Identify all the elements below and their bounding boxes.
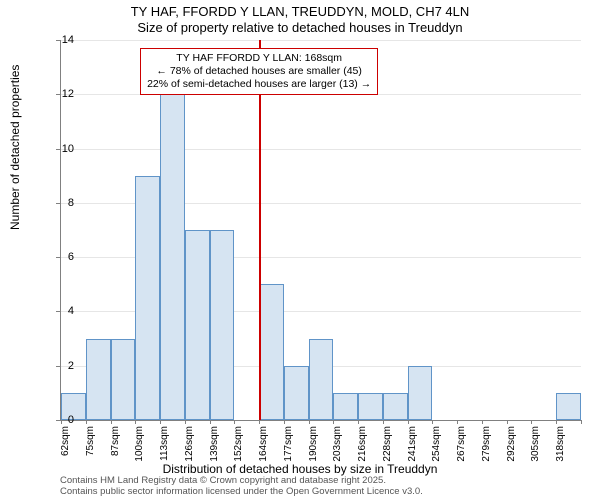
xtick-mark [111,420,112,424]
attribution-text: Contains HM Land Registry data © Crown c… [60,476,423,498]
xtick-label: 75sqm [85,426,96,476]
xtick-mark [160,420,161,424]
xtick-mark [457,420,458,424]
xtick-mark [408,420,409,424]
xtick-label: 279sqm [481,426,492,476]
histogram-bar [86,339,111,420]
xtick-mark [284,420,285,424]
histogram-bar [210,230,235,420]
xtick-label: 318sqm [555,426,566,476]
ytick-mark [56,149,60,150]
histogram-bar [309,339,334,420]
xtick-label: 190sqm [308,426,319,476]
histogram-bar [160,94,185,420]
plot-area: TY HAF FFORDD Y LLAN: 168sqm← 78% of det… [60,40,581,421]
xtick-label: 100sqm [134,426,145,476]
xtick-label: 87sqm [110,426,121,476]
histogram-bar [333,393,358,420]
xtick-mark [259,420,260,424]
xtick-mark [234,420,235,424]
xtick-label: 267sqm [456,426,467,476]
xtick-label: 139sqm [209,426,220,476]
y-axis-label: Number of detached properties [8,65,22,230]
xtick-mark [383,420,384,424]
annotation-box: TY HAF FFORDD Y LLAN: 168sqm← 78% of det… [140,48,378,95]
xtick-label: 113sqm [159,426,170,476]
chart-subtitle: Size of property relative to detached ho… [0,20,600,35]
xtick-label: 152sqm [233,426,244,476]
xtick-mark [507,420,508,424]
histogram-bar [408,366,433,420]
xtick-mark [185,420,186,424]
xtick-mark [210,420,211,424]
histogram-bar [259,284,284,420]
annotation-line: ← 78% of detached houses are smaller (45… [147,65,371,78]
chart-title: TY HAF, FFORDD Y LLAN, TREUDDYN, MOLD, C… [0,4,600,19]
ytick-mark [56,203,60,204]
xtick-mark [531,420,532,424]
xtick-label: 177sqm [283,426,294,476]
attribution-line2: Contains public sector information licen… [60,487,423,498]
histogram-bar [358,393,383,420]
xtick-mark [358,420,359,424]
xtick-mark [581,420,582,424]
xtick-label: 305sqm [530,426,541,476]
xtick-label: 241sqm [407,426,418,476]
ytick-mark [56,420,60,421]
xtick-label: 216sqm [357,426,368,476]
ytick-mark [56,40,60,41]
reference-line [259,40,261,420]
ytick-mark [56,94,60,95]
ytick-mark [56,366,60,367]
xtick-mark [333,420,334,424]
histogram-bar [383,393,408,420]
histogram-bar [185,230,210,420]
xtick-label: 254sqm [431,426,442,476]
xtick-mark [482,420,483,424]
xtick-mark [556,420,557,424]
xtick-mark [135,420,136,424]
xtick-mark [309,420,310,424]
histogram-bar [556,393,581,420]
xtick-label: 126sqm [184,426,195,476]
ytick-mark [56,311,60,312]
histogram-bar [284,366,309,420]
xtick-label: 164sqm [258,426,269,476]
xtick-label: 292sqm [506,426,517,476]
histogram-bar [111,339,136,420]
xtick-label: 228sqm [382,426,393,476]
xtick-label: 203sqm [332,426,343,476]
gridline [61,149,581,150]
annotation-line: 22% of semi-detached houses are larger (… [147,78,371,91]
ytick-mark [56,257,60,258]
xtick-label: 62sqm [60,426,71,476]
xtick-mark [86,420,87,424]
xtick-mark [432,420,433,424]
gridline [61,40,581,41]
histogram-bar [135,176,160,420]
annotation-line: TY HAF FFORDD Y LLAN: 168sqm [147,52,371,65]
